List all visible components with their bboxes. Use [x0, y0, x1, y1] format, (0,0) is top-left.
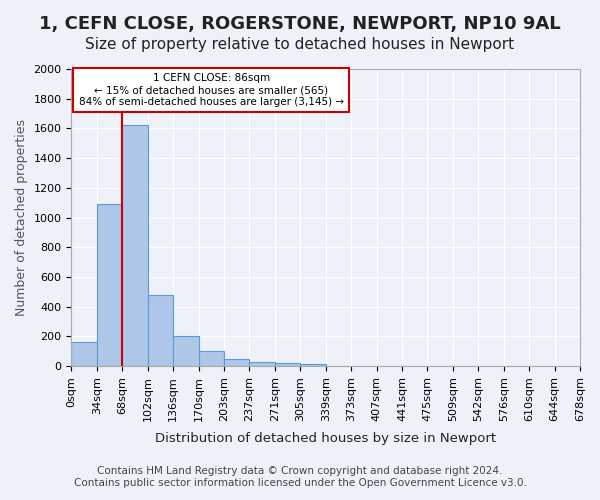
Bar [71, 342, 97, 366]
Bar [300, 364, 326, 366]
Bar [275, 363, 300, 366]
Bar [224, 360, 250, 366]
Bar [148, 295, 173, 366]
Bar [250, 362, 275, 366]
Bar [199, 352, 224, 366]
Y-axis label: Number of detached properties: Number of detached properties [15, 119, 28, 316]
Text: 1 CEFN CLOSE: 86sqm
← 15% of detached houses are smaller (565)
84% of semi-detac: 1 CEFN CLOSE: 86sqm ← 15% of detached ho… [79, 74, 344, 106]
Text: Contains HM Land Registry data © Crown copyright and database right 2024.
Contai: Contains HM Land Registry data © Crown c… [74, 466, 526, 487]
Bar [97, 204, 122, 366]
X-axis label: Distribution of detached houses by size in Newport: Distribution of detached houses by size … [155, 432, 496, 445]
Text: Size of property relative to detached houses in Newport: Size of property relative to detached ho… [85, 38, 515, 52]
Text: 1, CEFN CLOSE, ROGERSTONE, NEWPORT, NP10 9AL: 1, CEFN CLOSE, ROGERSTONE, NEWPORT, NP10… [39, 15, 561, 33]
Bar [173, 336, 199, 366]
Bar [122, 124, 148, 366]
